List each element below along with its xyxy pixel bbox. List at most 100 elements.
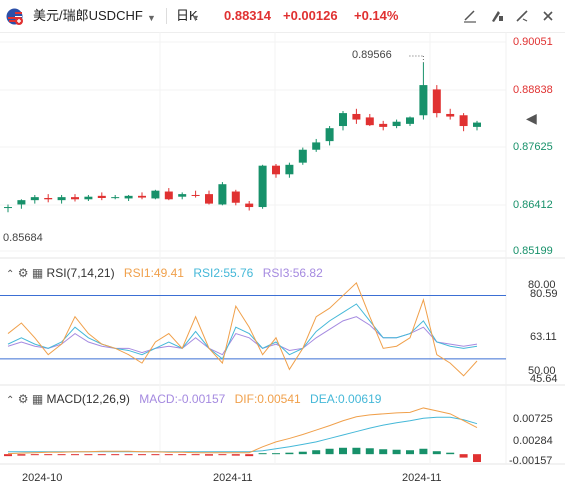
macd-bar	[473, 454, 481, 463]
candle-body	[312, 142, 321, 150]
high-price-label: 0.89566	[352, 49, 392, 61]
macd-header: ⌃ ⚙ ▦ MACD(12,26,9) MACD:-0.00157 DIF:0.…	[6, 392, 381, 406]
x-axis-label: 2024-10	[22, 472, 63, 484]
collapse-icon[interactable]: ⌃	[6, 269, 15, 280]
macd-bar	[406, 450, 414, 455]
candle-body	[151, 190, 160, 199]
candle-body	[419, 85, 428, 116]
candle-body	[44, 197, 53, 200]
candle-body	[352, 113, 361, 120]
macd-bar	[44, 454, 53, 456]
symbol-code: USDCHF	[88, 8, 143, 23]
drawing-tools-button[interactable]	[488, 7, 506, 25]
chart-toolbar: 美元/瑞郎USDCHF ▼ 日K ▼ 0.88314 +0.00126 +0.1…	[0, 0, 565, 33]
toolbar-divider	[166, 8, 167, 24]
x-axis-label: 2024-11	[402, 472, 442, 484]
rsi-axis-label: 80.59	[530, 288, 558, 300]
macd-bar	[205, 454, 213, 456]
candle-body	[205, 194, 213, 204]
macd-bar	[218, 454, 227, 456]
macd-bar	[392, 449, 401, 455]
price-axis-label: 0.87625	[513, 141, 553, 153]
candle-body	[4, 207, 12, 209]
rsi-axis-label: 63.11	[530, 331, 557, 343]
macd-bar	[285, 452, 294, 455]
price-change: +0.00126	[283, 8, 338, 23]
macd-bar	[312, 450, 321, 455]
macd-axis-label: 0.00284	[513, 435, 553, 447]
macd-bar	[446, 452, 455, 455]
candle-body	[218, 184, 227, 205]
macd-bar	[432, 451, 441, 455]
macd-bar	[138, 454, 146, 456]
rsi2-value: RSI2:55.76	[193, 266, 254, 280]
draw-line-button[interactable]	[461, 7, 479, 25]
candle-body	[459, 115, 468, 127]
macd-bar	[245, 454, 254, 457]
candle-body	[339, 113, 347, 127]
settings-icon[interactable]: ⚙	[17, 266, 29, 280]
rsi-axis-label: 80.00	[528, 279, 556, 291]
price-axis-label: 0.86412	[513, 199, 553, 211]
macd-bar	[30, 454, 39, 456]
macd-bar	[57, 454, 66, 456]
macd-bar	[17, 454, 26, 456]
collapse-icon[interactable]: ⌃	[6, 395, 15, 406]
candle-body	[406, 117, 414, 124]
macd-bar	[272, 453, 280, 455]
macd-bar	[379, 449, 388, 455]
candle-body	[473, 122, 481, 127]
draw-line-icon	[464, 10, 476, 23]
candle-body	[325, 128, 334, 142]
macd-bar	[71, 454, 79, 456]
last-price: 0.88314	[224, 8, 271, 23]
rsi1-line	[7, 282, 478, 377]
macd-bar	[97, 454, 106, 456]
macd-bar	[191, 454, 200, 456]
candle-body	[17, 200, 26, 205]
close-icon	[543, 11, 553, 21]
candle-body	[30, 197, 39, 201]
macd-bar	[459, 454, 468, 458]
indicator-icon: ▦	[31, 392, 44, 406]
candle-body	[272, 165, 280, 175]
scroll-right-icon[interactable]: ◀	[526, 110, 537, 126]
macd-bar	[164, 454, 173, 456]
candle-body	[379, 123, 388, 127]
period-selector[interactable]: 日K	[176, 8, 198, 23]
close-chart-button[interactable]	[539, 7, 557, 25]
macd-bar	[325, 448, 334, 455]
candle-body	[111, 197, 120, 199]
x-axis-label: 2024-11	[213, 472, 253, 484]
candle-body	[124, 195, 133, 199]
dea-line	[8, 416, 478, 453]
candle-body	[365, 117, 374, 126]
candle-body	[191, 194, 200, 196]
symbol-dropdown-icon[interactable]: ▼	[147, 13, 156, 23]
rsi-axis-label: 50.00	[528, 365, 556, 377]
macd-bar	[4, 454, 12, 457]
settings-icon[interactable]: ⚙	[17, 392, 29, 406]
price-axis-label: 0.90051	[513, 36, 553, 48]
symbol-selector[interactable]: 美元/瑞郎USDCHF	[33, 8, 143, 24]
macd-bar	[339, 447, 347, 455]
dif-line	[7, 407, 478, 455]
dif-value: DIF:0.00541	[234, 392, 301, 406]
drawing-tools-icon	[492, 11, 503, 22]
macd-bar	[151, 454, 160, 456]
candle-body	[164, 191, 173, 200]
period-dropdown-icon[interactable]: ▼	[191, 13, 200, 23]
brush-icon	[516, 10, 528, 22]
price-axis-label: 0.88838	[513, 84, 553, 96]
macd-bar	[178, 454, 187, 456]
macd-value: MACD:-0.00157	[139, 392, 226, 406]
candle-body	[57, 197, 66, 201]
candle-body	[71, 197, 79, 200]
candle-body	[392, 121, 401, 127]
brush-button[interactable]	[513, 7, 531, 25]
candle-body	[231, 191, 240, 203]
macd-bar	[84, 454, 93, 456]
candle-body	[285, 164, 294, 175]
price-axis-label: 0.85199	[513, 245, 553, 257]
